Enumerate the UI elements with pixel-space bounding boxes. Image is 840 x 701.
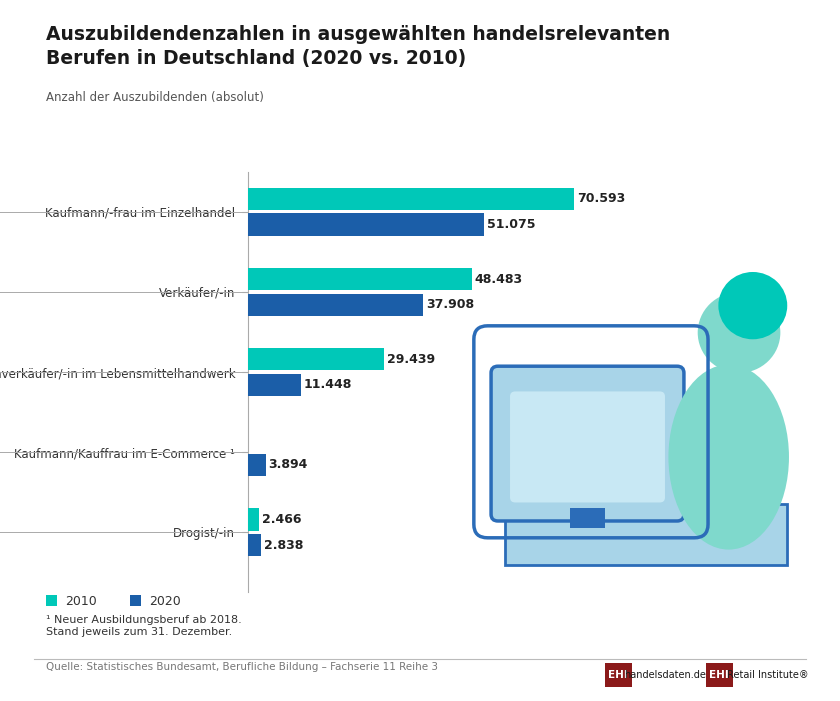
Text: 48.483: 48.483: [475, 273, 522, 285]
Bar: [248, 454, 265, 476]
Text: Stand jeweils zum 31. Dezember.: Stand jeweils zum 31. Dezember.: [46, 627, 233, 637]
Text: 3.894: 3.894: [269, 458, 308, 472]
Bar: [248, 213, 484, 236]
Text: handelsdaten.de: handelsdaten.de: [624, 670, 706, 680]
Circle shape: [698, 292, 780, 373]
Circle shape: [718, 272, 787, 339]
Text: Auszubildendenzahlen in ausgewählten handelsrelevanten: Auszubildendenzahlen in ausgewählten han…: [46, 25, 670, 43]
Text: EHI: EHI: [608, 670, 628, 680]
Text: Anzahl der Auszubildenden (absolut): Anzahl der Auszubildenden (absolut): [46, 91, 264, 104]
Bar: [570, 508, 605, 528]
FancyBboxPatch shape: [510, 391, 665, 503]
Text: Quelle: Statistisches Bundesamt, Berufliche Bildung – Fachserie 11 Reihe 3: Quelle: Statistisches Bundesamt, Berufli…: [46, 662, 438, 672]
Text: 2010: 2010: [66, 595, 97, 608]
Bar: [248, 294, 423, 316]
Bar: [248, 374, 301, 396]
Text: 11.448: 11.448: [303, 379, 352, 391]
Bar: [706, 663, 732, 687]
Bar: [605, 663, 632, 687]
Text: Retail Institute®: Retail Institute®: [727, 670, 808, 680]
Text: 2.838: 2.838: [264, 538, 303, 552]
Text: EHI: EHI: [709, 670, 729, 680]
Text: 2020: 2020: [150, 595, 181, 608]
Text: 51.075: 51.075: [486, 218, 535, 231]
Bar: [248, 268, 472, 290]
Bar: [248, 348, 384, 370]
Text: ¹ Neuer Ausbildungsberuf ab 2018.: ¹ Neuer Ausbildungsberuf ab 2018.: [46, 615, 242, 625]
Bar: [505, 504, 787, 565]
Text: 2.466: 2.466: [262, 513, 302, 526]
Bar: [248, 188, 574, 210]
FancyBboxPatch shape: [491, 366, 684, 521]
Text: 37.908: 37.908: [426, 298, 474, 311]
Ellipse shape: [669, 365, 789, 550]
Text: 29.439: 29.439: [386, 353, 435, 366]
Bar: [248, 534, 261, 557]
Text: Berufen in Deutschland (2020 vs. 2010): Berufen in Deutschland (2020 vs. 2010): [46, 49, 466, 68]
Text: 70.593: 70.593: [577, 193, 625, 205]
Bar: [248, 508, 260, 531]
